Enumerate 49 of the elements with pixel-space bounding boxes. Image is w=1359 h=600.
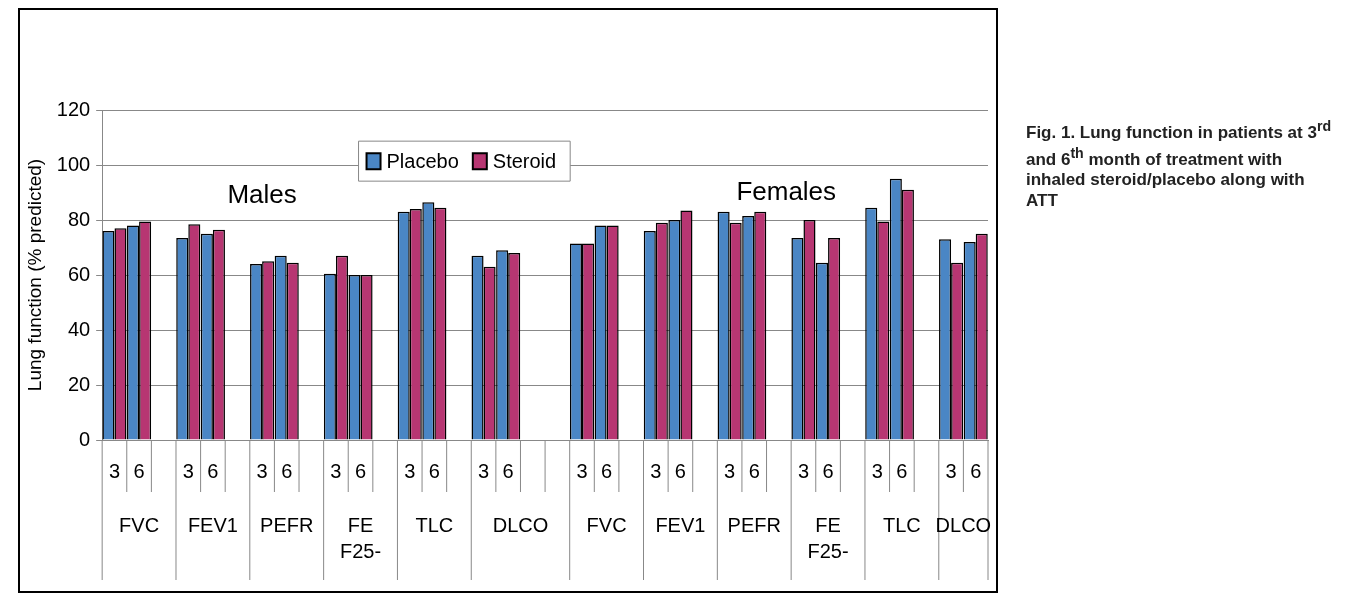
x-tick-label: 3 bbox=[256, 459, 268, 482]
legend-label: Steroid bbox=[492, 149, 557, 172]
text: FEV1 bbox=[655, 513, 706, 536]
x-tick-label: 3 bbox=[330, 459, 342, 482]
x-tick-label: 6 bbox=[674, 459, 686, 482]
text: FVC bbox=[586, 513, 627, 536]
x-tick-label: 6 bbox=[822, 459, 834, 482]
x-tick-label: 3 bbox=[871, 459, 883, 482]
text: TLC bbox=[415, 513, 454, 536]
x-tick-label: 6 bbox=[133, 459, 145, 482]
chart-title: Fig. 1. Lung function in patients at 3$^{rd}$ and 6$^{th}$ month of treatment with inhaled steroid/placebo along with ATT bbox=[1026, 118, 1332, 211]
text: TLC bbox=[882, 513, 921, 536]
text: FE F25- bbox=[807, 513, 849, 562]
y-tick-label: 20 bbox=[67, 372, 91, 395]
annotation: Females bbox=[736, 175, 837, 206]
x-tick-label: 3 bbox=[650, 459, 662, 482]
x-tick-label: 3 bbox=[404, 459, 416, 482]
x-tick-label: 6 bbox=[896, 459, 908, 482]
x-tick-label: 6 bbox=[428, 459, 440, 482]
x-tick-label: 6 bbox=[281, 459, 293, 482]
annotation: Males bbox=[227, 178, 297, 209]
y-tick-label: 40 bbox=[67, 317, 91, 340]
text: PEFR bbox=[260, 513, 314, 536]
x-tick-label: 3 bbox=[576, 459, 588, 482]
y-tick-label: 80 bbox=[67, 207, 91, 230]
x-tick-label: 3 bbox=[945, 459, 957, 482]
x-tick-label: 6 bbox=[207, 459, 219, 482]
text: DLCO bbox=[935, 513, 992, 536]
x-tick-label: 3 bbox=[108, 459, 121, 482]
x-tick-label: 6 bbox=[748, 459, 760, 482]
text: DLCO bbox=[492, 513, 549, 536]
text: FVC bbox=[119, 513, 160, 536]
x-tick-label: 6 bbox=[601, 459, 613, 482]
y-tick-label: 60 bbox=[67, 262, 91, 285]
y-tick-label: 100 bbox=[56, 152, 91, 175]
y-tick-label: 0 bbox=[79, 427, 91, 450]
y-tick-label: 120 bbox=[56, 97, 91, 120]
y-axis-title: Lung function (% predicted) bbox=[23, 158, 45, 392]
text: FE F25- bbox=[339, 513, 382, 562]
text: FEV1 bbox=[187, 513, 238, 536]
text: PEFR bbox=[727, 513, 781, 536]
x-tick-label: 3 bbox=[478, 459, 490, 482]
x-tick-label: 3 bbox=[797, 459, 810, 482]
x-tick-label: 3 bbox=[724, 459, 736, 482]
x-tick-label: 3 bbox=[182, 459, 194, 482]
x-tick-label: 6 bbox=[502, 459, 514, 482]
legend-label: Placebo bbox=[386, 149, 459, 172]
x-tick-label: 6 bbox=[970, 459, 982, 482]
x-tick-label: 6 bbox=[354, 459, 367, 482]
